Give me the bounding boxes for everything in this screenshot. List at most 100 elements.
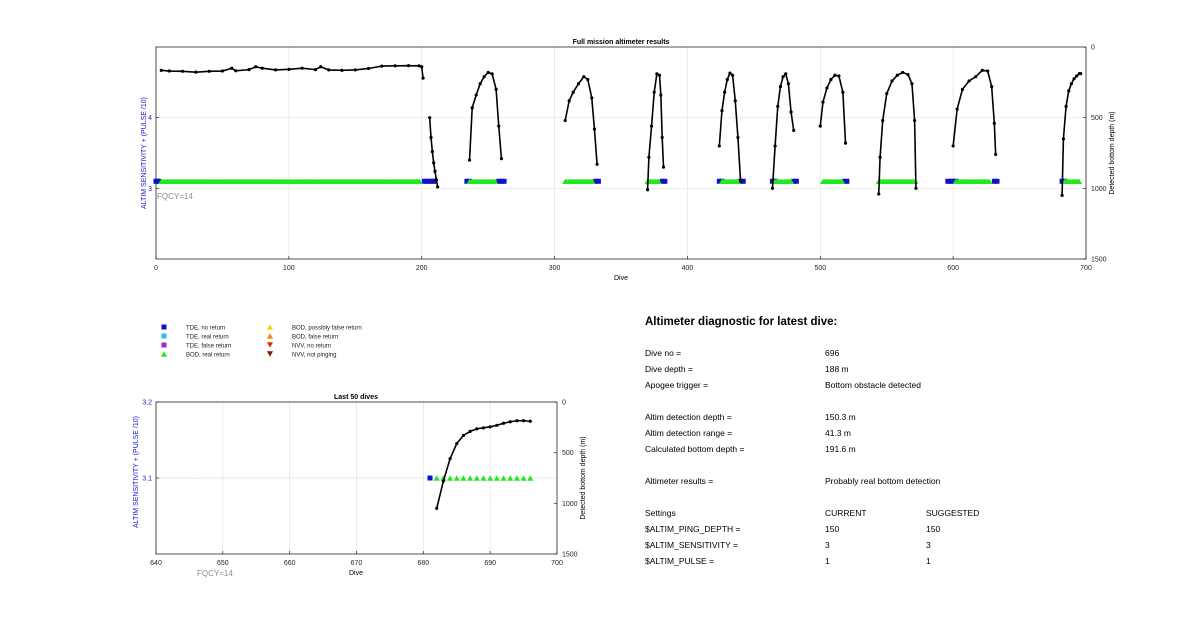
tde-no-return-marker: [501, 178, 507, 184]
bottom-depth-point: [652, 90, 656, 94]
bottom-depth-point: [841, 90, 845, 94]
y-tick-label: 3.1: [142, 476, 152, 483]
sensitivity-current: 3: [825, 540, 830, 550]
dive-depth-label: Dive depth =: [645, 364, 693, 374]
x-tick-label: 640: [150, 560, 162, 567]
y-tick-label: 3: [148, 186, 152, 193]
tde-no-return-marker: [498, 178, 504, 184]
bottom-depth-point: [230, 66, 234, 70]
legend-triangle-icon: [267, 333, 273, 339]
bottom-depth-point: [428, 116, 432, 120]
bottom-depth-point: [821, 100, 825, 104]
legend-square-icon: [161, 342, 167, 348]
bottom-depth-point: [475, 427, 479, 431]
tde-no-return-marker: [496, 178, 502, 184]
y2-tick-label: 500: [562, 450, 574, 457]
bod-real-return-marker: [527, 475, 534, 481]
x-tick-label: 700: [1080, 265, 1092, 272]
bottom-depth-point: [515, 419, 519, 423]
bottom-depth-point: [432, 161, 436, 165]
legend-label: NVV, not pinging: [292, 352, 336, 358]
bod-real-return-marker: [467, 475, 474, 481]
bottom-depth-point: [455, 441, 459, 446]
y2-tick-label: 1500: [562, 552, 578, 559]
x-tick-label: 700: [551, 560, 563, 567]
bottom-depth-point: [441, 479, 445, 483]
dive-no-label: Dive no =: [645, 348, 682, 358]
current-header: CURRENT: [825, 508, 867, 518]
bottom-depth-point: [366, 66, 371, 71]
tde-no-return-marker: [947, 178, 953, 184]
bottom-depth-point: [434, 178, 438, 182]
bottom-depth-point: [843, 141, 848, 145]
y2-tick-label: 1500: [1091, 257, 1107, 264]
bottom-depth-point: [1072, 77, 1076, 81]
bottom-depth-point: [980, 68, 984, 72]
bottom-depth-point: [508, 420, 512, 424]
bottom-depth-point: [974, 75, 978, 79]
marker-legend: TDE, no return TDE, real return TDE, false…: [161, 324, 362, 358]
bod-real-return-marker: [480, 475, 487, 481]
tde-no-return-marker: [424, 178, 430, 184]
bottom-depth-point: [914, 186, 918, 190]
tde-no-return-marker: [716, 178, 722, 184]
bottom-depth-point: [319, 65, 323, 69]
bod-real-return-marker: [500, 475, 507, 481]
x-tick-label: 100: [283, 265, 295, 272]
bottom-depth-point: [482, 75, 486, 79]
altim-detection-depth-value: 150.3 m: [825, 412, 856, 422]
bottom-chart-xlabel: Dive: [349, 570, 363, 577]
bottom-depth-point: [955, 107, 959, 111]
bod-real-return-marker: [447, 475, 454, 481]
bottom-depth-point: [878, 155, 882, 159]
top-chart-fqcy-annotation: FQCY=14: [157, 192, 193, 201]
altim-detection-range-label: Altim detection range =: [645, 428, 733, 438]
bottom-depth-point: [951, 144, 955, 148]
bottom-depth-point: [659, 93, 663, 97]
bod-real-return-marker: [520, 475, 527, 481]
settings-header: Settings: [645, 508, 676, 518]
bottom-depth-point: [910, 82, 914, 86]
x-tick-label: 660: [284, 560, 296, 567]
legend-triangle-icon: [267, 324, 273, 330]
bottom-depth-point: [960, 87, 965, 91]
bottom-depth-point: [781, 75, 785, 79]
bod-real-return-marker: [433, 475, 440, 481]
bottom-depth-point: [474, 93, 478, 97]
bottom-depth-point: [481, 426, 486, 430]
legend-triangle-icon: [161, 351, 167, 357]
bottom-depth-point: [433, 169, 437, 173]
bottom-depth-point: [890, 79, 894, 83]
x-tick-label: 670: [351, 560, 363, 567]
ping-depth-suggested: 150: [926, 524, 941, 534]
bottom-depth-point: [159, 68, 163, 72]
bottom-depth-point: [595, 162, 599, 166]
bottom-chart-ylabel: ALTIM SENSITIVITY + (PULSE /10): [133, 416, 140, 528]
bottom-depth-point: [528, 419, 532, 423]
bottom-depth-point: [488, 425, 492, 429]
bottom-depth-point: [430, 149, 434, 154]
bod-real-return-marker: [839, 178, 846, 184]
pulse-label: $ALTIM_PULSE =: [645, 556, 715, 566]
tde-no-return-marker: [432, 178, 438, 184]
legend-square-icon: [161, 324, 167, 330]
sensitivity-label: $ALTIM_SENSITIVITY =: [645, 540, 738, 550]
bottom-depth-point: [736, 135, 740, 140]
sensitivity-suggested: 3: [926, 540, 931, 550]
bottom-depth-point: [877, 192, 881, 196]
bottom-depth-point: [167, 69, 171, 73]
calculated-bottom-depth-label: Calculated bottom depth =: [645, 444, 745, 454]
bottom-depth-point: [495, 423, 499, 427]
bottom-depth-point: [448, 457, 452, 461]
tde-no-return-marker: [791, 178, 797, 184]
legend-triangle-down-icon: [267, 351, 273, 357]
tde-no-return-marker: [662, 178, 668, 184]
x-tick-label: 200: [416, 265, 428, 272]
bottom-depth-point: [994, 152, 998, 157]
x-tick-label: 690: [484, 560, 496, 567]
top-chart-xlabel: Dive: [614, 275, 628, 282]
bottom-depth-point: [829, 77, 833, 82]
bottom-depth-point: [194, 70, 198, 74]
bottom-depth-point: [592, 127, 597, 131]
